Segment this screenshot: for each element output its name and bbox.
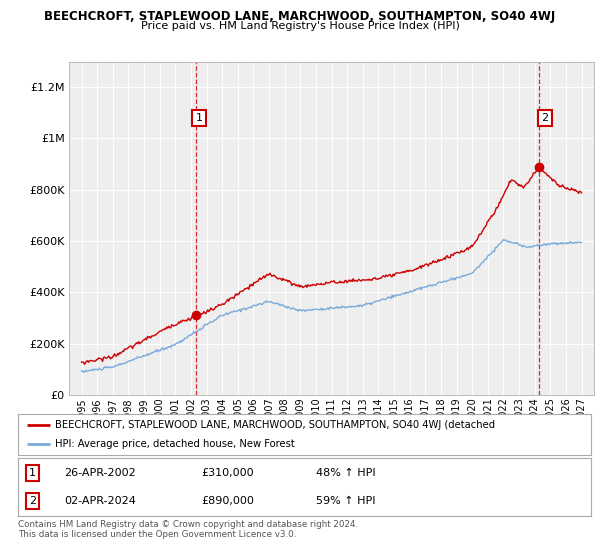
Text: 59% ↑ HPI: 59% ↑ HPI: [316, 496, 376, 506]
Text: Price paid vs. HM Land Registry's House Price Index (HPI): Price paid vs. HM Land Registry's House …: [140, 21, 460, 31]
Text: 2: 2: [541, 113, 548, 123]
Text: 26-APR-2002: 26-APR-2002: [64, 468, 136, 478]
Text: £310,000: £310,000: [202, 468, 254, 478]
Text: 1: 1: [29, 468, 36, 478]
Text: Contains HM Land Registry data © Crown copyright and database right 2024.
This d: Contains HM Land Registry data © Crown c…: [18, 520, 358, 539]
Text: BEECHCROFT, STAPLEWOOD LANE, MARCHWOOD, SOUTHAMPTON, SO40 4WJ (detached: BEECHCROFT, STAPLEWOOD LANE, MARCHWOOD, …: [55, 421, 496, 430]
Text: BEECHCROFT, STAPLEWOOD LANE, MARCHWOOD, SOUTHAMPTON, SO40 4WJ: BEECHCROFT, STAPLEWOOD LANE, MARCHWOOD, …: [44, 10, 556, 23]
Text: 1: 1: [196, 113, 203, 123]
Text: 48% ↑ HPI: 48% ↑ HPI: [316, 468, 376, 478]
Text: 2: 2: [29, 496, 36, 506]
Text: 02-APR-2024: 02-APR-2024: [64, 496, 136, 506]
Text: £890,000: £890,000: [202, 496, 254, 506]
Text: HPI: Average price, detached house, New Forest: HPI: Average price, detached house, New …: [55, 439, 295, 449]
